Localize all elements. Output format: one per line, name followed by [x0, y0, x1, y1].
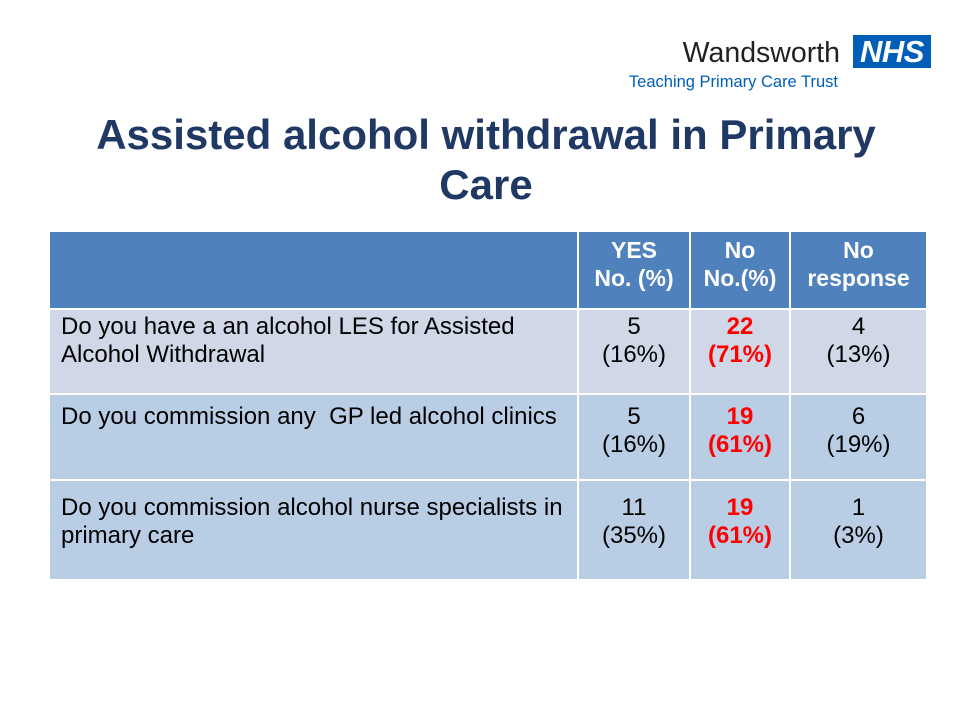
nhs-brand-logo: Wandsworth NHS Teaching Primary Care Tru…	[0, 0, 960, 100]
header-no-label: No	[724, 237, 756, 263]
no-response-count: 4	[851, 313, 866, 340]
no-cell: 22 (71%)	[691, 310, 789, 393]
row-question: Do you commission alcohol nurse speciali…	[50, 481, 577, 579]
survey-results-table: YES No. (%) No No.(%) No response Do you…	[48, 230, 928, 581]
yes-percent: (35%)	[601, 522, 667, 549]
no-response-cell: 6 (19%)	[791, 395, 926, 479]
trust-name: Teaching Primary Care Trust	[628, 73, 838, 91]
yes-count: 5	[627, 403, 641, 430]
yes-cell: 5 (16%)	[579, 310, 689, 393]
no-count: 19	[726, 403, 754, 430]
no-response-cell: 1 (3%)	[791, 481, 926, 579]
header-no-response: No response	[791, 232, 926, 308]
no-count: 19	[726, 494, 754, 521]
no-response-cell: 4 (13%)	[791, 310, 926, 393]
no-response-count: 1	[851, 494, 866, 521]
yes-percent: (16%)	[601, 431, 667, 458]
no-percent: (61%)	[707, 522, 773, 549]
no-count: 22	[726, 313, 754, 340]
yes-count: 11	[621, 494, 647, 521]
no-response-percent: (3%)	[833, 522, 884, 549]
no-percent: (71%)	[707, 341, 773, 368]
yes-percent: (16%)	[601, 341, 667, 368]
no-percent: (61%)	[707, 431, 773, 458]
header-no: No No.(%)	[691, 232, 789, 308]
header-yes-label: YES	[610, 237, 658, 263]
yes-cell: 11 (35%)	[579, 481, 689, 579]
table-header-row: YES No. (%) No No.(%) No response	[50, 232, 926, 308]
yes-cell: 5 (16%)	[579, 395, 689, 479]
slide-title: Assisted alcohol withdrawal in Primary C…	[96, 111, 876, 208]
header-yes-unit: No. (%)	[594, 265, 674, 291]
nhs-logo-mark: NHS	[853, 35, 931, 68]
row-question: Do you commission any GP led alcohol cli…	[50, 395, 577, 479]
no-response-percent: (19%)	[826, 431, 891, 458]
header-yes: YES No. (%)	[579, 232, 689, 308]
table-row: Do you commission alcohol nurse speciali…	[50, 481, 926, 579]
no-cell: 19 (61%)	[691, 481, 789, 579]
header-question-cell	[50, 232, 577, 308]
header-no-unit: No.(%)	[703, 265, 777, 291]
row-question: Do you have a an alcohol LES for Assiste…	[50, 310, 577, 393]
yes-count: 5	[627, 313, 641, 340]
no-cell: 19 (61%)	[691, 395, 789, 479]
no-response-count: 6	[851, 403, 866, 430]
table-row: Do you have a an alcohol LES for Assiste…	[50, 310, 926, 393]
no-response-percent: (13%)	[826, 341, 891, 368]
table-row: Do you commission any GP led alcohol cli…	[50, 395, 926, 479]
org-name: Wandsworth	[682, 37, 840, 69]
